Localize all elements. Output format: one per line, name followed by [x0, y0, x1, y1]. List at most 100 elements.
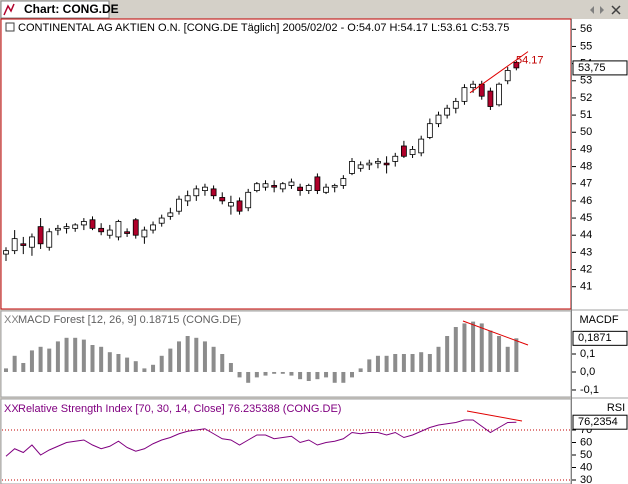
candle-body	[470, 83, 477, 89]
candle-body	[383, 162, 390, 166]
candle-body	[245, 191, 252, 209]
candle-body	[340, 178, 347, 186]
bar	[38, 346, 43, 372]
annotation: 54.17	[516, 55, 544, 67]
candle-body	[487, 90, 494, 107]
bar	[419, 352, 424, 372]
bar	[107, 352, 112, 372]
candle-body	[115, 221, 122, 238]
bar	[21, 362, 26, 372]
candle-body	[426, 123, 433, 138]
bar	[99, 346, 104, 372]
bar	[125, 357, 130, 372]
bar	[220, 354, 225, 372]
candle-body	[89, 219, 96, 229]
y-tick-label: 40	[580, 461, 592, 473]
trend-line	[469, 51, 529, 94]
candle-body	[323, 186, 329, 193]
last-value-box	[572, 60, 628, 76]
candle-body	[63, 226, 70, 229]
candle-body	[253, 183, 260, 191]
bar	[81, 339, 86, 372]
rsi-icon: XX	[4, 403, 19, 415]
scroll-left[interactable]	[590, 6, 594, 14]
candle-body	[305, 185, 312, 191]
bar	[280, 371, 285, 374]
bar	[194, 337, 199, 372]
y-tick-label: 60	[580, 436, 592, 448]
candle-body	[227, 202, 234, 207]
candle-body	[513, 62, 520, 69]
y-tick-label: 51	[580, 109, 592, 121]
bar	[514, 338, 519, 372]
y-tick-label: 44	[580, 229, 592, 241]
trend-line	[462, 320, 529, 346]
bar	[116, 354, 121, 372]
y-tick-label: 49	[580, 143, 592, 155]
y-tick-label: 30	[580, 474, 592, 484]
candle-body	[400, 145, 407, 157]
candle-body	[46, 231, 53, 248]
y-tick-label: 0,1	[580, 348, 595, 360]
candle-body	[29, 236, 35, 248]
candle-body	[331, 185, 338, 188]
bar	[90, 345, 95, 372]
candle-body	[496, 83, 502, 106]
bar	[228, 362, 233, 372]
bar	[427, 354, 432, 372]
scroll-right[interactable]	[600, 6, 604, 14]
bar	[436, 346, 441, 372]
y-tick-label: 53	[580, 75, 592, 87]
candle-body	[375, 161, 381, 164]
y-tick-label: -0,1	[580, 384, 599, 396]
candle-body	[80, 221, 87, 226]
bar	[151, 364, 156, 372]
y-tick-label: 43	[580, 246, 592, 258]
window-title: Chart: CONG.DE	[24, 2, 119, 16]
candle-body	[158, 217, 165, 224]
y-tick-label: 0,0	[580, 366, 595, 378]
tab[interactable]	[0, 0, 110, 19]
candle-body	[357, 164, 364, 169]
bar	[315, 371, 320, 380]
y-tick-label: 41	[580, 281, 592, 293]
bar	[133, 361, 138, 372]
y-tick-label: 50	[580, 449, 592, 461]
y-tick-label: 48	[580, 160, 592, 172]
panel-icon	[5, 22, 15, 32]
bar	[453, 327, 458, 372]
bar	[159, 355, 164, 372]
candle-body	[452, 100, 459, 109]
candle-body	[3, 250, 9, 255]
macd-axis-title: MACDF	[579, 314, 618, 326]
candle-body	[210, 188, 217, 197]
last-value-label: 0,1871	[578, 332, 612, 344]
bar	[350, 371, 354, 378]
close-button[interactable]	[611, 5, 621, 15]
bar	[272, 371, 277, 374]
bar	[401, 354, 406, 372]
y-tick-label: 56	[580, 23, 592, 35]
candle-body	[392, 155, 399, 162]
bar	[177, 341, 181, 372]
bar	[479, 323, 484, 372]
candle-body	[314, 176, 321, 191]
bar	[211, 346, 216, 372]
bar	[367, 359, 372, 372]
candle-body	[141, 229, 148, 238]
candle-body	[184, 195, 191, 202]
last-value-label: 53,75	[578, 62, 606, 74]
bar	[254, 371, 259, 378]
bar	[375, 355, 380, 372]
bar	[29, 350, 34, 372]
bar	[298, 371, 303, 380]
bar	[384, 355, 389, 372]
trend-line	[466, 410, 523, 422]
bar	[4, 368, 8, 372]
candle-body	[271, 185, 278, 188]
candle-body	[132, 219, 139, 236]
bar	[202, 341, 207, 372]
rsi-line	[5, 419, 517, 457]
macd-icon: XX	[4, 314, 19, 326]
